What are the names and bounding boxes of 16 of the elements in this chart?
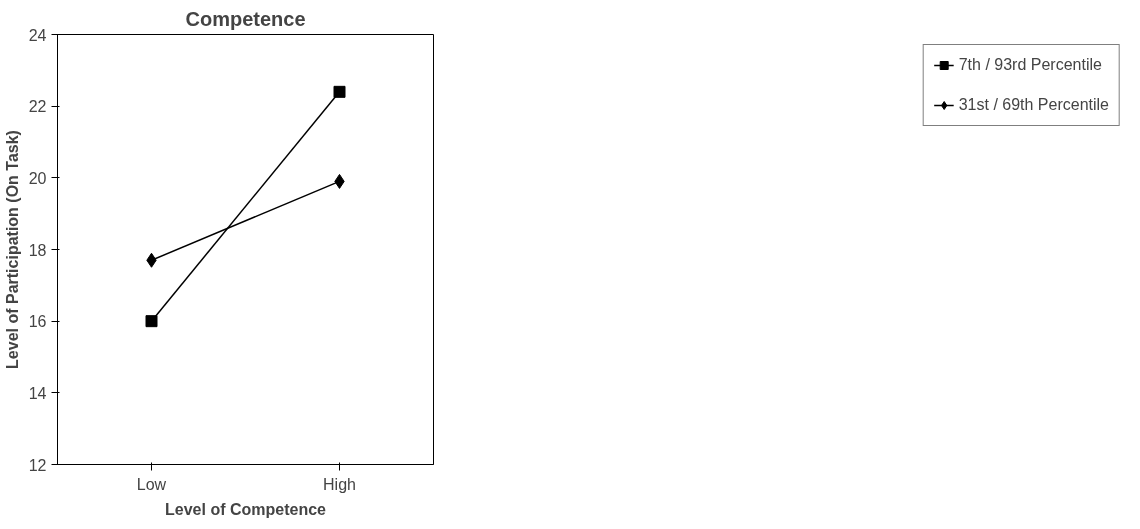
x-tick-label: High xyxy=(323,475,356,493)
y-tick-label: 12 xyxy=(28,456,47,474)
legend-label: 7th / 93rd Percentile xyxy=(958,56,1102,74)
x-tick-label: Low xyxy=(136,475,167,493)
y-tick-label: 16 xyxy=(28,313,47,331)
legend-label: 31st / 69th Percentile xyxy=(958,96,1109,114)
chart-title: Competence xyxy=(185,7,306,30)
y-tick-label: 22 xyxy=(28,98,47,116)
y-tick-label: 14 xyxy=(28,384,47,402)
x-axis-title: Level of Competence xyxy=(165,500,327,518)
y-tick-label: 20 xyxy=(28,169,47,187)
y-tick-label: 18 xyxy=(28,241,47,259)
y-tick-label: 24 xyxy=(28,26,47,44)
point xyxy=(333,85,346,98)
y-axis-title: Level of Participation (On Task) xyxy=(3,130,21,369)
point xyxy=(145,315,158,328)
